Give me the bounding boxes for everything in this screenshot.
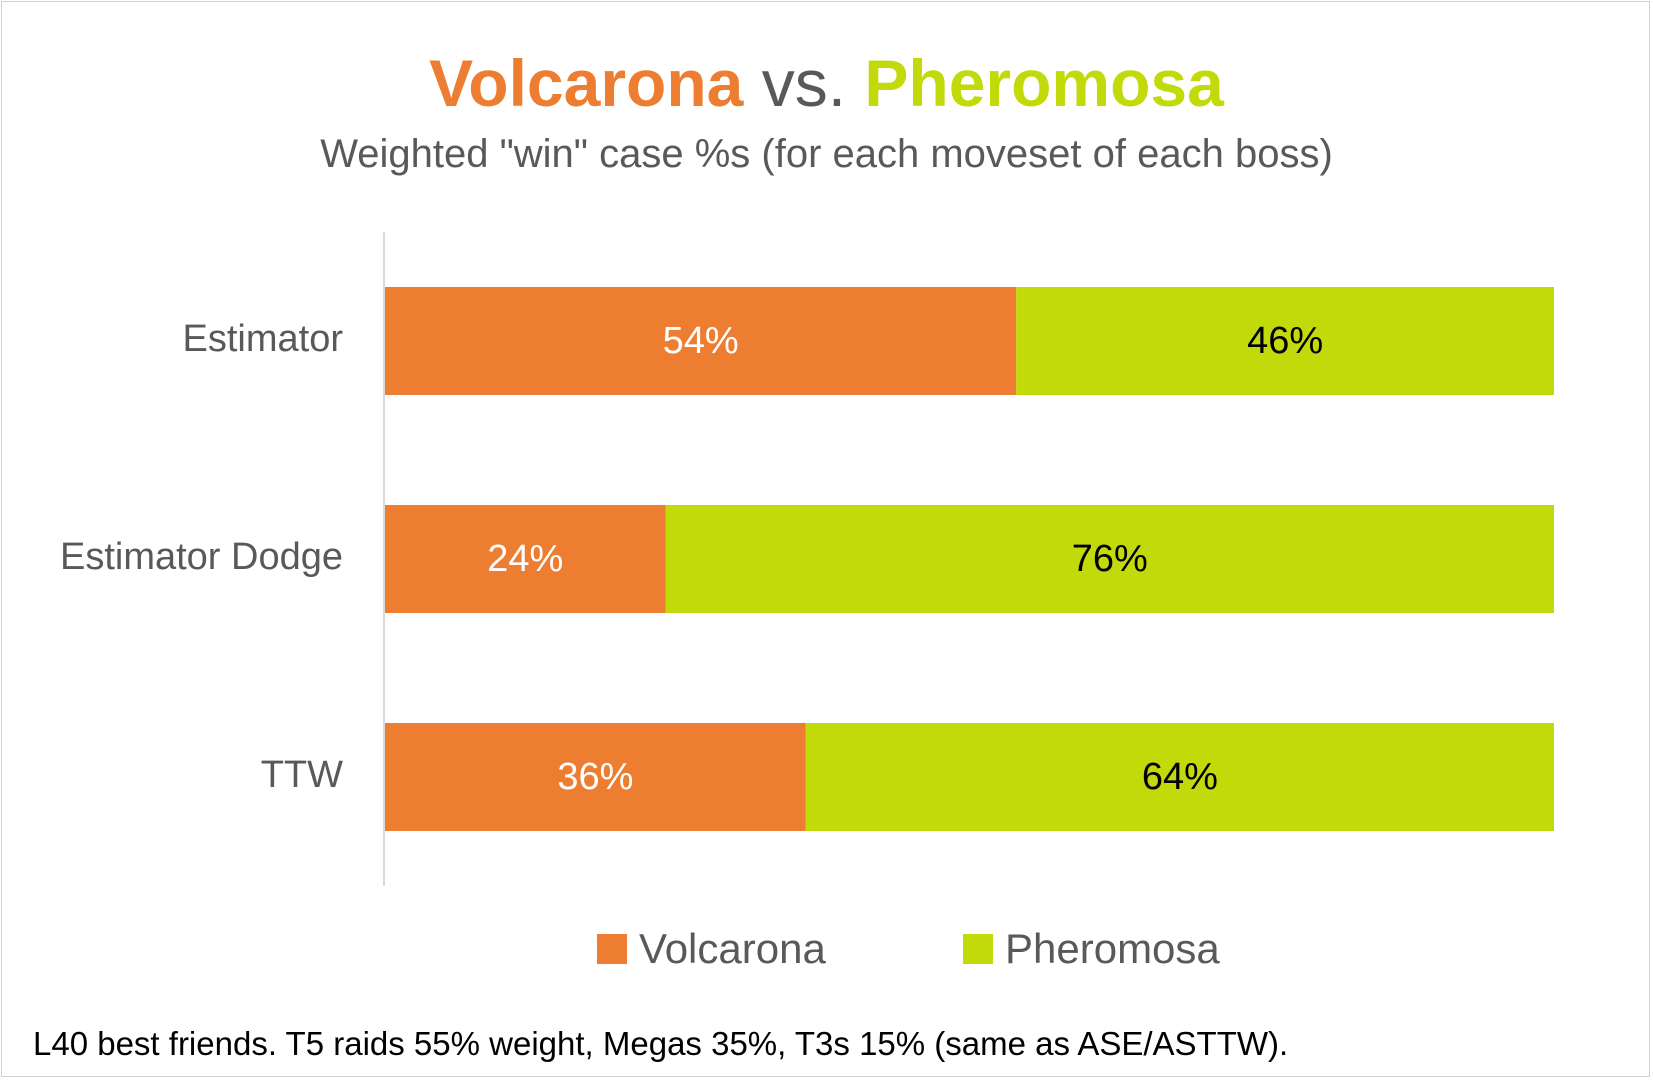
- data-label-pheromosa-estimator: 46%: [1247, 320, 1323, 362]
- legend-item-pheromosa: Pheromosa: [963, 925, 1220, 973]
- title-separator: vs.: [761, 46, 847, 120]
- legend-swatch-volcarona: [597, 934, 627, 964]
- bar-pheromosa-ttw: [805, 723, 1554, 831]
- bar-volcarona-ttw: [385, 723, 806, 831]
- title-pheromosa: Pheromosa: [864, 46, 1224, 120]
- data-label-pheromosa-ttw: 64%: [1142, 756, 1218, 798]
- bar-pheromosa-estimator-dodge: [665, 505, 1554, 613]
- legend-label-volcarona: Volcarona: [639, 925, 826, 972]
- footnote: L40 best friends. T5 raids 55% weight, M…: [33, 1025, 1289, 1062]
- chart-subtitle: Weighted "win" case %s (for each moveset…: [320, 132, 1333, 176]
- data-label-pheromosa-estimator-dodge: 76%: [1072, 538, 1148, 580]
- category-label-estimator-dodge: Estimator Dodge: [60, 536, 343, 578]
- bar-volcarona-estimator: [385, 287, 1017, 395]
- legend-label-pheromosa: Pheromosa: [1005, 925, 1220, 972]
- title-volcarona: Volcarona: [429, 46, 744, 120]
- category-label-ttw: TTW: [261, 754, 343, 796]
- category-label-estimator: Estimator: [183, 318, 344, 360]
- bar-volcarona-estimator-dodge: [385, 505, 666, 613]
- data-label-volcarona-estimator-dodge: 24%: [487, 538, 563, 580]
- bar-pheromosa-estimator: [1016, 287, 1554, 395]
- legend: Volcarona Pheromosa: [0, 925, 1653, 985]
- legend-swatch-pheromosa: [963, 934, 993, 964]
- legend-item-volcarona: Volcarona: [597, 925, 826, 973]
- chart-title: Volcarona vs. Pheromosa: [0, 44, 1653, 123]
- data-label-volcarona-estimator: 54%: [663, 320, 739, 362]
- data-label-volcarona-ttw: 36%: [557, 756, 633, 798]
